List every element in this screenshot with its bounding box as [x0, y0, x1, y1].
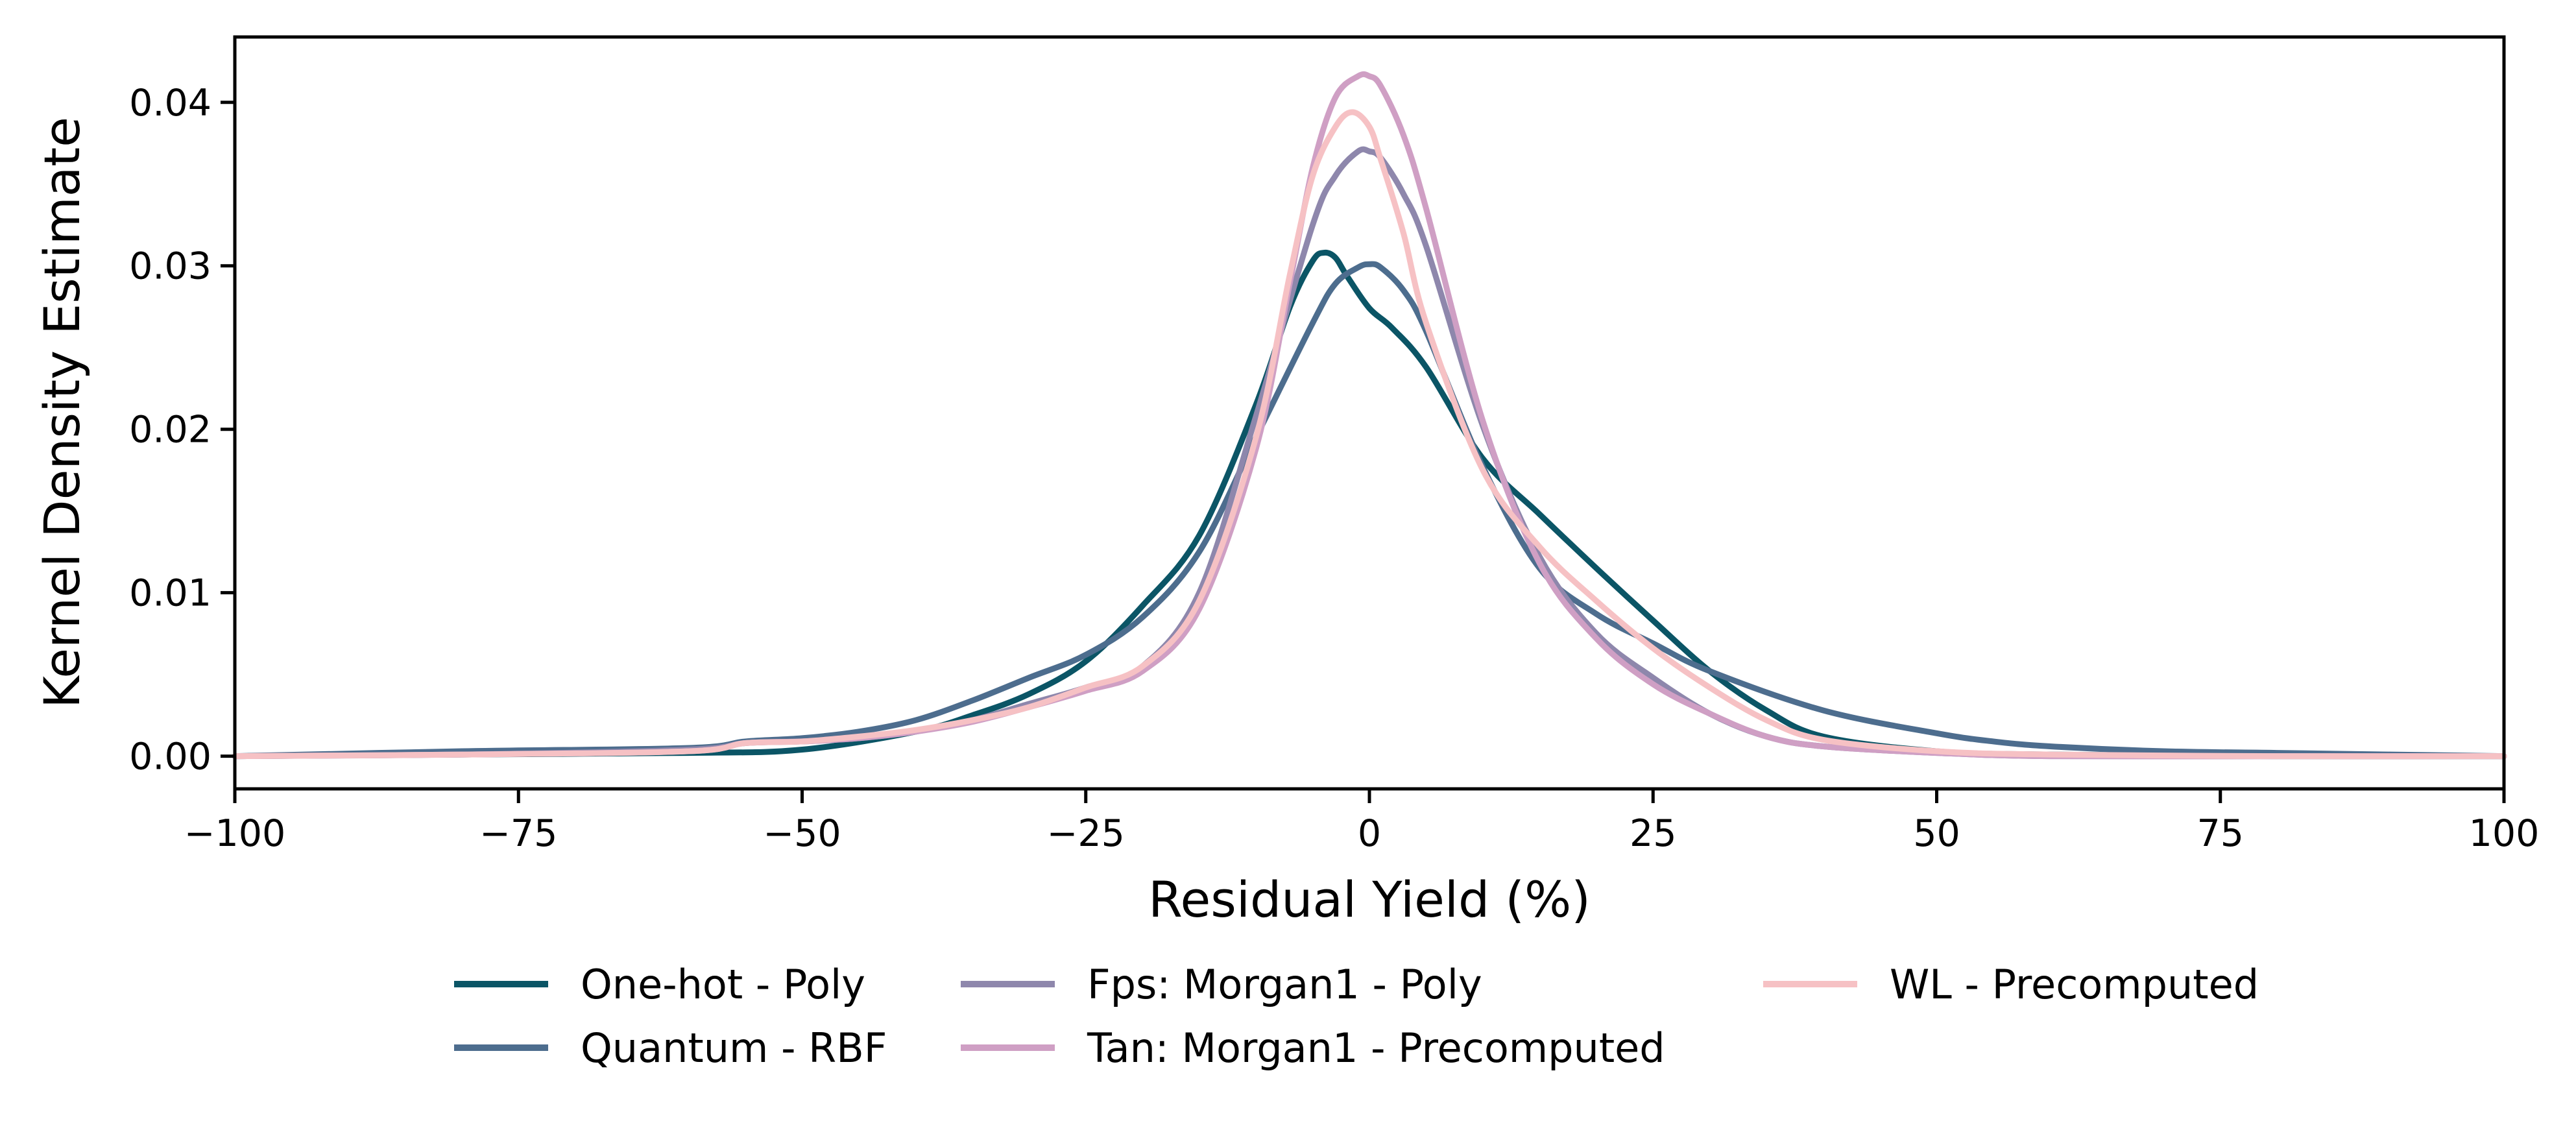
legend: One-hot - Poly Quantum - RBF Fps: Morgan1 … [454, 961, 2259, 1072]
legend-label: One-hot - Poly [581, 961, 865, 1008]
y-tick-label: 0.00 [129, 736, 211, 778]
series-line-5 [232, 109, 2507, 760]
y-tick-label: 0.01 [129, 572, 211, 615]
x-axis-title: Residual Yield (%) [1148, 871, 1591, 928]
x-axis: −100 −75 −50 −25 0 25 50 75 100 [184, 789, 2540, 855]
y-axis: 0.00 0.01 0.02 0.03 0.04 [129, 82, 235, 778]
x-tick-label: 0 [1358, 812, 1381, 855]
y-axis-title: Kernel Density Estimate [33, 117, 91, 708]
x-tick-label: −100 [184, 812, 286, 855]
series-line-1 [232, 249, 2507, 760]
series-line-2 [232, 261, 2507, 760]
y-tick-label: 0.04 [129, 82, 211, 125]
y-tick-label: 0.02 [129, 409, 211, 452]
y-tick-label: 0.03 [129, 245, 211, 288]
series-layer [232, 71, 2507, 760]
legend-label: Tan: Morgan1 - Precomputed [1087, 1024, 1665, 1072]
x-tick-label: 25 [1630, 812, 1677, 855]
x-tick-label: 50 [1913, 812, 1960, 855]
x-tick-label: −50 [763, 812, 841, 855]
x-tick-label: 100 [2469, 812, 2540, 855]
x-tick-label: 75 [2197, 812, 2244, 855]
series-line-4 [232, 71, 2507, 760]
legend-label: WL - Precomputed [1890, 961, 2259, 1008]
legend-label: Fps: Morgan1 - Poly [1087, 961, 1482, 1008]
x-tick-label: −25 [1047, 812, 1125, 855]
legend-label: Quantum - RBF [581, 1024, 887, 1072]
series-line-3 [232, 146, 2507, 760]
x-tick-label: −75 [479, 812, 557, 855]
